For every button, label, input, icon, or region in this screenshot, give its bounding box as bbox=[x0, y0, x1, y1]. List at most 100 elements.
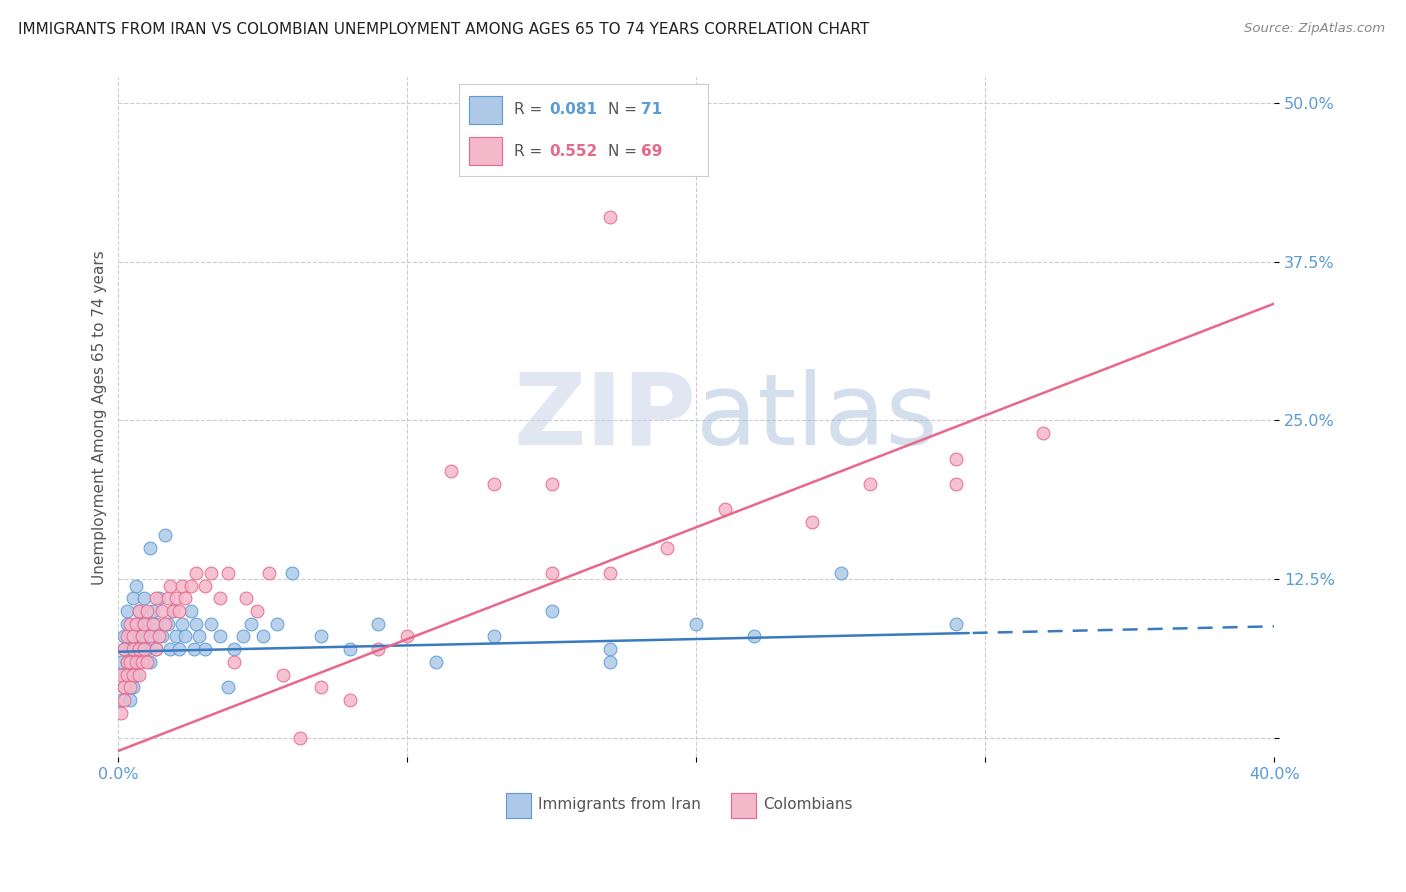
Point bbox=[425, 655, 447, 669]
Point bbox=[150, 630, 173, 644]
Point bbox=[339, 693, 361, 707]
Point bbox=[200, 566, 222, 580]
Point bbox=[118, 616, 141, 631]
Point bbox=[599, 642, 621, 657]
Point bbox=[131, 655, 153, 669]
Point bbox=[136, 616, 159, 631]
Point bbox=[118, 630, 141, 644]
Point bbox=[162, 604, 184, 618]
Text: IMMIGRANTS FROM IRAN VS COLOMBIAN UNEMPLOYMENT AMONG AGES 65 TO 74 YEARS CORRELA: IMMIGRANTS FROM IRAN VS COLOMBIAN UNEMPL… bbox=[18, 22, 869, 37]
Point bbox=[339, 642, 361, 657]
Point bbox=[112, 667, 135, 681]
Point bbox=[148, 591, 170, 606]
Point bbox=[396, 630, 419, 644]
Point bbox=[128, 667, 150, 681]
Point bbox=[112, 642, 135, 657]
Point bbox=[156, 616, 179, 631]
Text: ZIP: ZIP bbox=[513, 368, 696, 466]
Point bbox=[188, 630, 211, 644]
Point bbox=[125, 616, 148, 631]
Point bbox=[540, 604, 562, 618]
Point bbox=[118, 693, 141, 707]
Point bbox=[271, 667, 294, 681]
Point bbox=[217, 681, 239, 695]
Point bbox=[685, 616, 707, 631]
Point bbox=[266, 616, 288, 631]
Point bbox=[194, 579, 217, 593]
Point bbox=[714, 502, 737, 516]
Point bbox=[139, 655, 162, 669]
Point bbox=[142, 630, 165, 644]
Point bbox=[186, 616, 208, 631]
Point bbox=[235, 591, 257, 606]
Point bbox=[183, 642, 205, 657]
Point bbox=[1032, 426, 1054, 441]
Point bbox=[139, 541, 162, 555]
Point bbox=[131, 616, 153, 631]
Point bbox=[367, 616, 389, 631]
Point bbox=[136, 604, 159, 618]
Point bbox=[246, 604, 269, 618]
Point bbox=[156, 591, 179, 606]
Point bbox=[599, 566, 621, 580]
Point bbox=[240, 616, 263, 631]
Point bbox=[859, 477, 882, 491]
Text: Immigrants from Iran: Immigrants from Iran bbox=[538, 797, 700, 813]
Point bbox=[128, 642, 150, 657]
Point bbox=[122, 630, 145, 644]
Point bbox=[145, 642, 167, 657]
Point bbox=[153, 528, 176, 542]
Point bbox=[159, 579, 181, 593]
Point bbox=[131, 630, 153, 644]
Point bbox=[167, 642, 190, 657]
Point bbox=[540, 566, 562, 580]
Point bbox=[170, 616, 193, 631]
Point bbox=[290, 731, 312, 746]
Point bbox=[110, 667, 132, 681]
Point bbox=[122, 681, 145, 695]
Point bbox=[540, 477, 562, 491]
Point bbox=[657, 541, 679, 555]
Point bbox=[110, 706, 132, 720]
Point bbox=[125, 616, 148, 631]
Point bbox=[180, 604, 202, 618]
Point bbox=[145, 642, 167, 657]
Point bbox=[165, 630, 187, 644]
Point bbox=[122, 591, 145, 606]
Point bbox=[742, 630, 765, 644]
Point bbox=[208, 630, 231, 644]
Point bbox=[945, 451, 967, 466]
Point bbox=[174, 591, 197, 606]
Point bbox=[139, 630, 162, 644]
Point bbox=[217, 566, 239, 580]
Point bbox=[153, 616, 176, 631]
Point bbox=[232, 630, 254, 644]
Point bbox=[309, 681, 332, 695]
Point bbox=[252, 630, 274, 644]
Point bbox=[118, 642, 141, 657]
Point bbox=[115, 655, 138, 669]
Point bbox=[112, 630, 135, 644]
Point bbox=[128, 630, 150, 644]
Text: Source: ZipAtlas.com: Source: ZipAtlas.com bbox=[1244, 22, 1385, 36]
Point bbox=[136, 655, 159, 669]
Point bbox=[122, 655, 145, 669]
Point bbox=[134, 642, 156, 657]
Point bbox=[945, 477, 967, 491]
Point bbox=[599, 655, 621, 669]
Point bbox=[125, 642, 148, 657]
Point bbox=[162, 604, 184, 618]
Point bbox=[118, 667, 141, 681]
Point bbox=[125, 579, 148, 593]
Point bbox=[830, 566, 852, 580]
Point bbox=[440, 464, 463, 478]
Point bbox=[281, 566, 304, 580]
Point bbox=[482, 477, 505, 491]
Point bbox=[309, 630, 332, 644]
Point bbox=[599, 211, 621, 225]
Text: atlas: atlas bbox=[696, 368, 938, 466]
Point bbox=[112, 693, 135, 707]
Point bbox=[180, 579, 202, 593]
Point bbox=[125, 655, 148, 669]
Point bbox=[200, 616, 222, 631]
